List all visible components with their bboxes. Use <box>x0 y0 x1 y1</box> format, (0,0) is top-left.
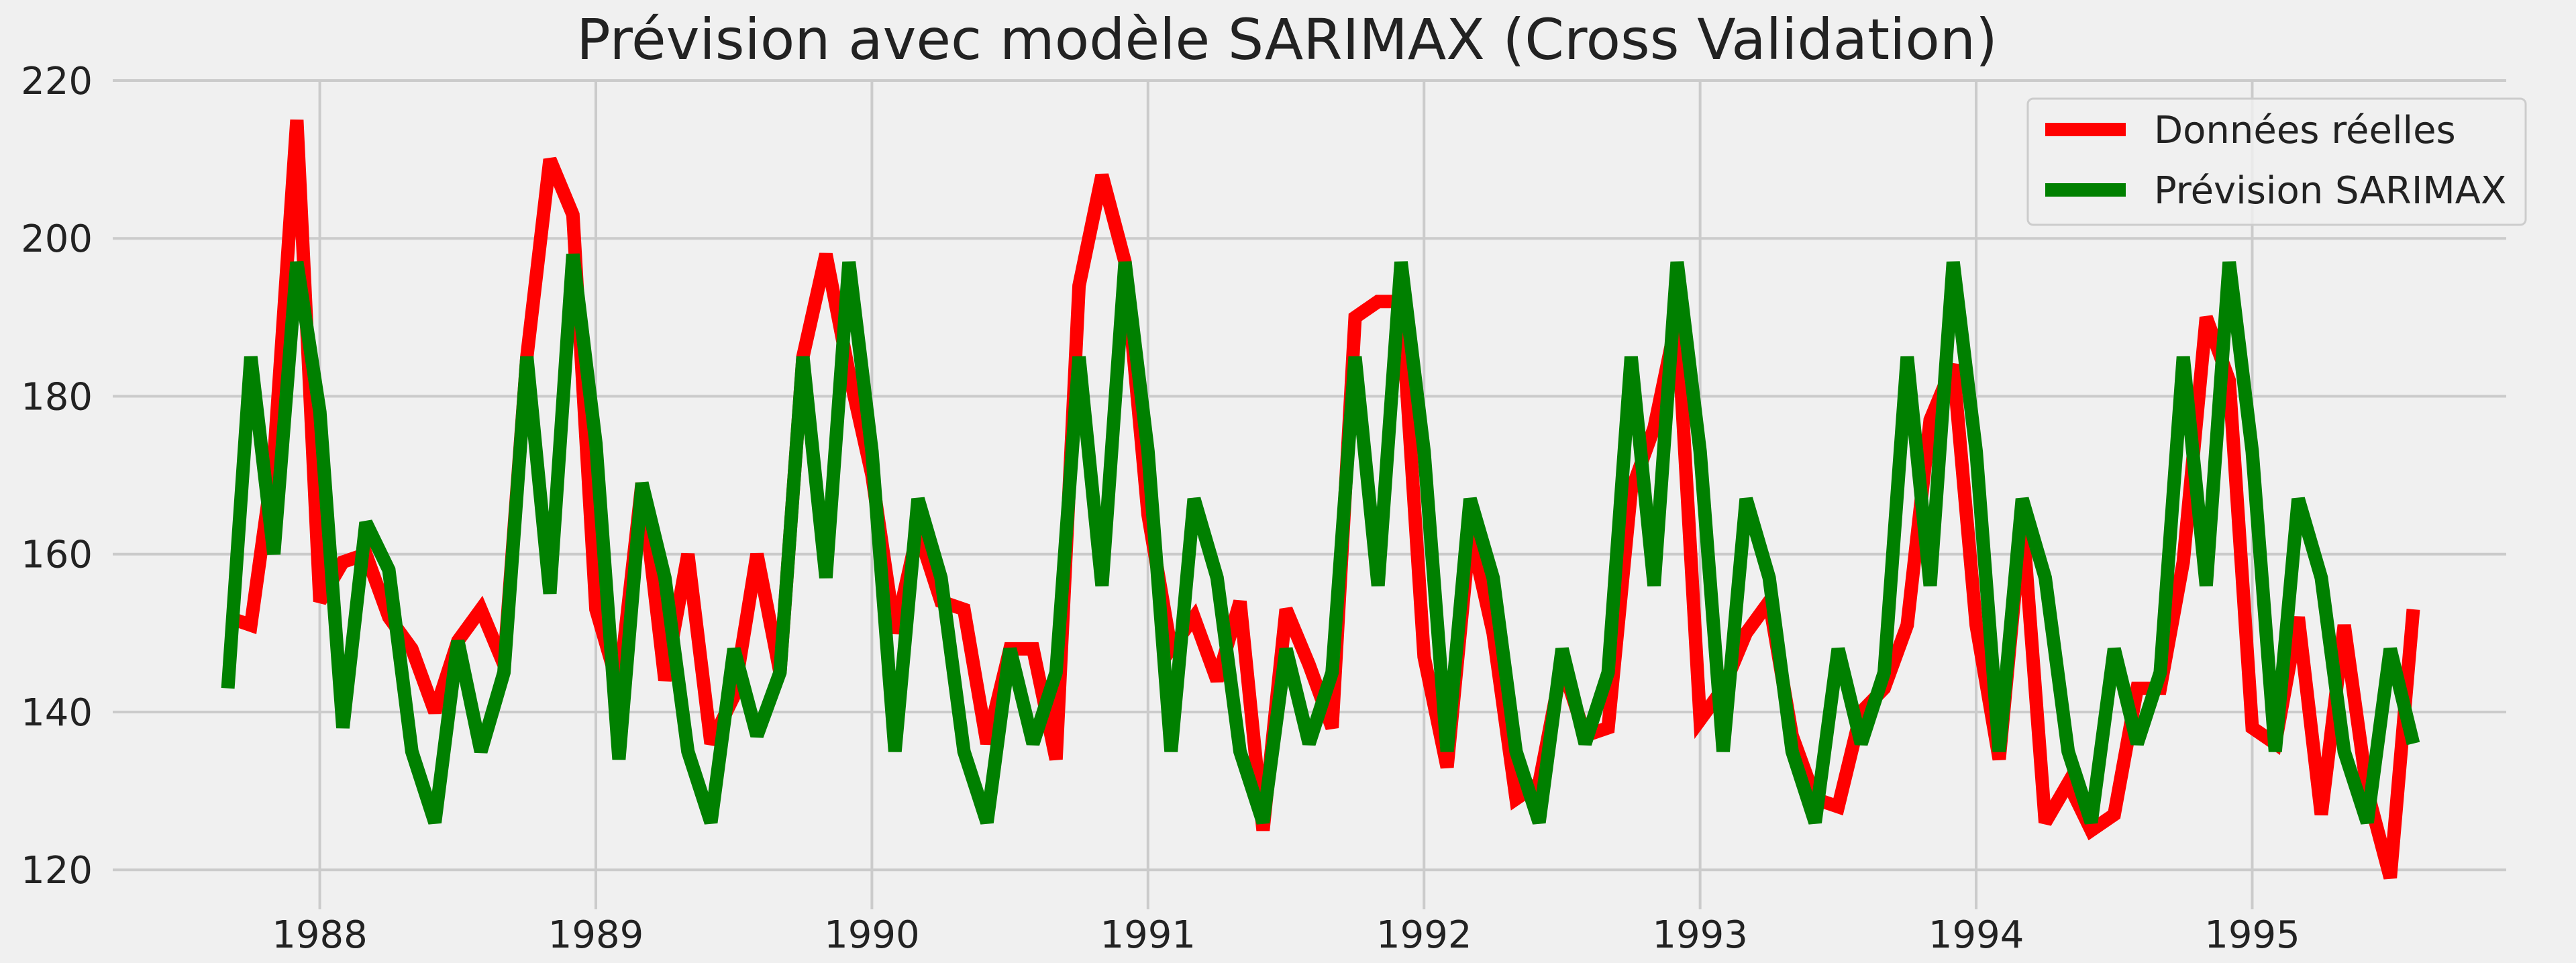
x-tick-label: 1995 <box>2204 913 2300 957</box>
series-lines <box>221 119 2420 880</box>
x-tick-label: 1989 <box>548 913 644 957</box>
legend: Données réelles Prévision SARIMAX <box>2026 97 2527 226</box>
legend-box <box>2026 97 2527 226</box>
y-tick-label: 200 <box>21 217 93 261</box>
x-tick-label: 1990 <box>824 913 920 957</box>
x-tick-label: 1994 <box>1928 913 2024 957</box>
chart-title: Prévision avec modèle SARIMAX (Cross Val… <box>576 7 1998 72</box>
x-tick-label: 1993 <box>1652 913 1748 957</box>
tick-labels: 120 140 160 180 200 220 1988 1989 1990 1991 1992 19… <box>21 60 2300 957</box>
y-tick-label: 140 <box>21 691 93 735</box>
legend-label-forecast: Prévision SARIMAX <box>2154 169 2506 213</box>
y-tick-label: 180 <box>21 375 93 419</box>
y-tick-label: 220 <box>21 60 93 103</box>
y-tick-label: 160 <box>21 534 93 577</box>
series-line-forecast <box>221 253 2420 825</box>
x-tick-label: 1991 <box>1100 913 1196 957</box>
legend-label-real: Données réelles <box>2154 109 2456 152</box>
x-tick-label: 1988 <box>272 913 368 957</box>
y-tick-label: 120 <box>21 849 93 893</box>
x-tick-label: 1992 <box>1376 913 1472 957</box>
